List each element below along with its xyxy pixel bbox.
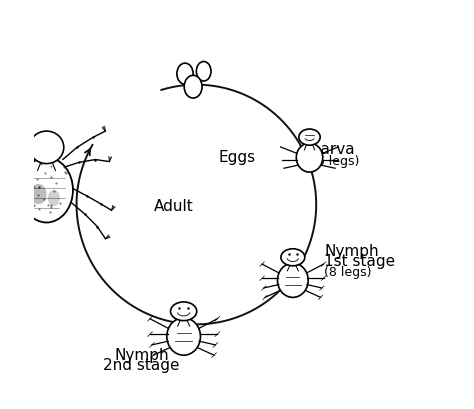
Ellipse shape: [177, 63, 193, 84]
Ellipse shape: [167, 318, 201, 355]
Ellipse shape: [296, 143, 323, 172]
Text: Larva: Larva: [312, 142, 355, 157]
Text: Adult: Adult: [154, 199, 193, 214]
Ellipse shape: [29, 131, 64, 164]
Text: Nymph: Nymph: [324, 244, 379, 259]
Ellipse shape: [281, 249, 305, 266]
Ellipse shape: [48, 190, 60, 206]
Text: Nymph: Nymph: [114, 348, 169, 363]
Text: (8 legs): (8 legs): [324, 266, 372, 279]
Text: Eggs: Eggs: [219, 150, 255, 165]
Ellipse shape: [171, 302, 197, 321]
Ellipse shape: [30, 184, 46, 204]
Text: (6 legs): (6 legs): [312, 155, 359, 169]
Text: 2nd stage: 2nd stage: [103, 357, 180, 373]
Ellipse shape: [277, 263, 308, 297]
Text: 1st stage: 1st stage: [324, 254, 395, 269]
Ellipse shape: [184, 75, 202, 98]
Ellipse shape: [20, 157, 73, 222]
Ellipse shape: [299, 129, 320, 145]
Ellipse shape: [196, 61, 211, 81]
